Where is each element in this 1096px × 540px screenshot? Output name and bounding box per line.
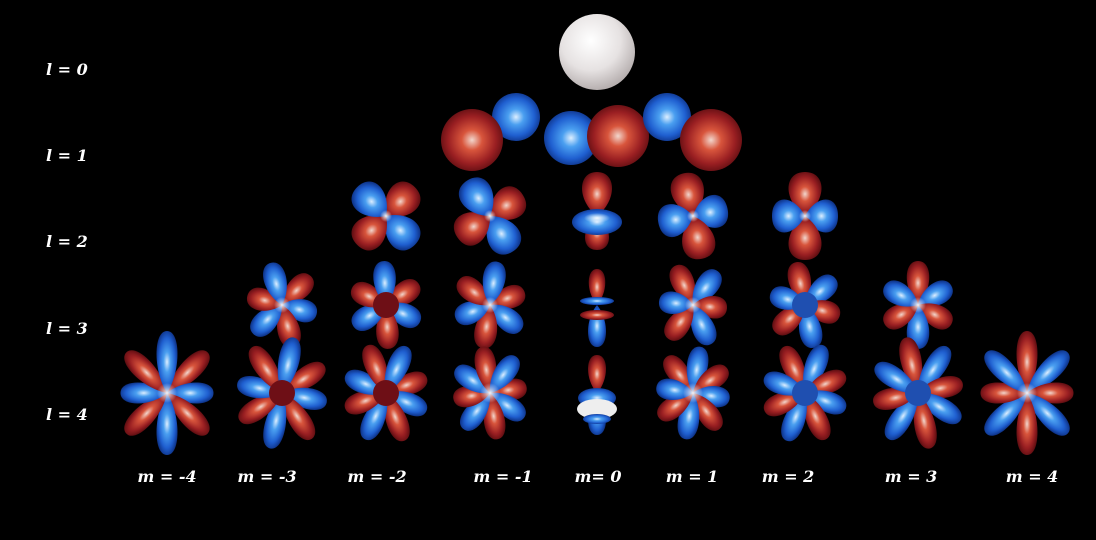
orbital-l4-m1 <box>656 346 730 440</box>
column-label-m2: m = 2 <box>761 467 815 486</box>
column-label-m-neg1: m = -1 <box>473 467 533 486</box>
orbital-l2-m1 <box>657 172 729 260</box>
orbital-l3-m-3 <box>247 262 317 348</box>
orbital-l4-m3 <box>873 337 963 449</box>
column-label-m-neg4: m = -4 <box>137 467 197 486</box>
column-label-m1: m = 1 <box>665 467 719 486</box>
orbital-l4-m4 <box>980 331 1074 455</box>
orbital-l4-m2 <box>763 344 847 442</box>
orbital-l3-m0 <box>580 269 614 347</box>
column-label-m0: m= 0 <box>574 467 622 486</box>
orbital-l2-m-1 <box>453 177 527 255</box>
orbital-l4-m-1 <box>453 346 527 440</box>
row-label-l0: l = 0 <box>46 60 88 79</box>
row-label-l2: l = 2 <box>46 232 88 251</box>
orbital-l2-m2 <box>772 172 838 260</box>
orbital-l3-m1 <box>659 264 727 346</box>
orbital-l2-m-2 <box>351 181 421 251</box>
orbital-l3-m2 <box>769 262 841 348</box>
orbital-l3-m-1 <box>454 261 526 349</box>
orbital-l3-m-2 <box>350 261 422 349</box>
orbital-l0-m0 <box>559 14 635 90</box>
orbital-l4-m-2 <box>344 344 428 442</box>
orbital-l4-m-4 <box>120 331 214 455</box>
row-label-l4: l = 4 <box>46 405 88 424</box>
orbital-l1-m1 <box>643 93 742 171</box>
column-label-m-neg3: m = -3 <box>237 467 297 486</box>
row-label-l3: l = 3 <box>46 319 88 338</box>
column-label-m3: m = 3 <box>884 467 938 486</box>
orbital-l4-m-3 <box>237 337 327 449</box>
orbital-l1-m0 <box>544 105 649 167</box>
orbital-l2-m0 <box>572 172 622 250</box>
orbital-l1-m-1 <box>441 93 540 171</box>
column-label-m4: m = 4 <box>1005 467 1059 486</box>
row-label-l1: l = 1 <box>46 146 88 165</box>
orbital-l3-m3 <box>883 261 953 349</box>
orbital-l4-m0 <box>577 355 617 435</box>
column-label-m-neg2: m = -2 <box>347 467 407 486</box>
